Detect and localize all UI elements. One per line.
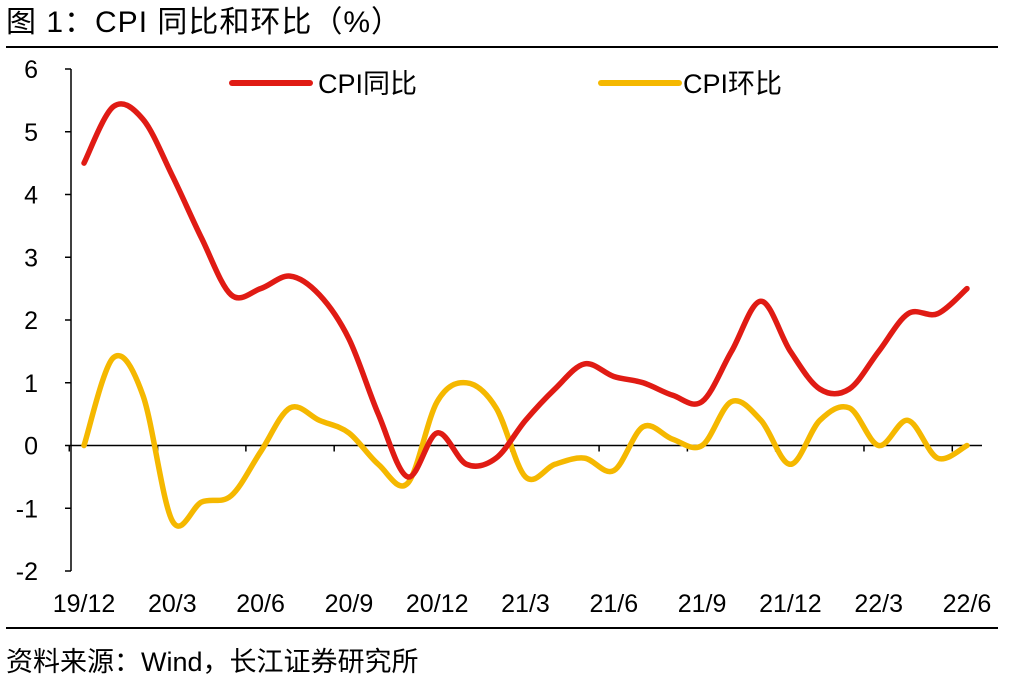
y-tick-label: 3	[24, 244, 38, 272]
figure-title: 图 1：CPI 同比和环比（%）	[6, 6, 403, 39]
y-tick-label: 2	[24, 307, 38, 335]
series-line-cpi-mom	[81, 352, 970, 529]
x-tick-label: 20/6	[236, 590, 285, 618]
legend-label-cpi-mom: CPI环比	[683, 69, 782, 99]
y-tick-label: 4	[24, 182, 38, 210]
y-tick-label: 6	[24, 56, 38, 84]
x-tick-label: 20/3	[148, 590, 197, 618]
y-tick-label: 1	[24, 370, 38, 398]
x-tick-label: 21/12	[759, 590, 822, 618]
series-line-cpi-yoy	[81, 101, 970, 480]
title-rule	[6, 46, 998, 48]
chart-axes: -2 -1 0 1 2 3 4 5 6 19/12 20/3 20/6 20/9 20/12 21/3 21/…	[16, 56, 992, 618]
y-tick-label: -2	[16, 558, 38, 586]
chart-series	[81, 101, 970, 529]
y-tick-label: -1	[16, 495, 38, 523]
y-tick-label: 5	[24, 119, 38, 147]
x-tick-label: 20/12	[406, 590, 469, 618]
x-tick-label: 22/3	[854, 590, 903, 618]
chart-legend: CPI同比 CPI环比	[229, 69, 782, 99]
x-tick-label: 21/9	[678, 590, 727, 618]
x-tick-label: 21/3	[501, 590, 550, 618]
y-tick-label: 0	[24, 433, 38, 461]
source-rule	[6, 627, 998, 629]
x-tick-label: 22/6	[943, 590, 992, 618]
legend-label-cpi-yoy: CPI同比	[318, 69, 417, 99]
x-tick-label: 20/9	[325, 590, 374, 618]
source-note: 资料来源：Wind，长江证券研究所	[6, 647, 419, 677]
x-tick-label: 19/12	[53, 590, 116, 618]
x-tick-label: 21/6	[589, 590, 638, 618]
